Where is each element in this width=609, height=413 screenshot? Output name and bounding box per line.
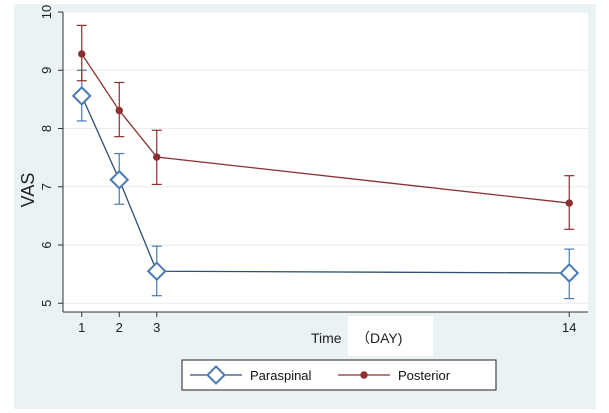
series-layer bbox=[71, 24, 580, 300]
y-ticks: 5 6 7 8 9 10 bbox=[39, 5, 63, 307]
legend-marker-paraspinal bbox=[206, 365, 226, 385]
series-line-paraspinal bbox=[81, 95, 570, 274]
data-point-paraspinal-14 bbox=[559, 263, 580, 283]
series-paraspinal bbox=[71, 69, 580, 300]
x-axis-label: Time bbox=[311, 330, 342, 346]
data-point-paraspinal-2 bbox=[109, 169, 130, 190]
plot-area bbox=[63, 12, 588, 312]
legend-entries: Paraspinal Posterior bbox=[190, 365, 451, 385]
series-posterior bbox=[76, 24, 575, 230]
x-axis-unit-box bbox=[348, 316, 433, 356]
x-tick-label-3: 3 bbox=[153, 320, 160, 335]
series-line-posterior bbox=[81, 53, 570, 204]
data-point-posterior-1 bbox=[78, 50, 86, 58]
y-tick-label-5: 5 bbox=[39, 300, 54, 307]
legend: Paraspinal Posterior bbox=[181, 359, 497, 391]
legend-marker-posterior bbox=[360, 371, 368, 379]
data-point-paraspinal-3 bbox=[146, 261, 167, 282]
data-point-posterior-14 bbox=[565, 199, 573, 207]
legend-label-posterior: Posterior bbox=[398, 368, 451, 383]
x-tick-label-14: 14 bbox=[562, 320, 576, 335]
x-ticks: 1 2 3 14 bbox=[78, 312, 576, 335]
x-axis-unit-label: （DAY) bbox=[356, 330, 402, 346]
y-tick-label-9: 9 bbox=[39, 67, 54, 74]
y-tick-label-8: 8 bbox=[39, 125, 54, 132]
data-point-paraspinal-1 bbox=[71, 85, 92, 106]
y-axis-label: VAS bbox=[18, 173, 38, 208]
y-tick-label-6: 6 bbox=[39, 241, 54, 248]
x-tick-label-2: 2 bbox=[116, 320, 123, 335]
gridlines bbox=[63, 11, 588, 304]
data-point-posterior-2 bbox=[115, 106, 123, 115]
x-tick-label-1: 1 bbox=[78, 320, 85, 335]
y-tick-label-10: 10 bbox=[39, 5, 54, 19]
legend-label-paraspinal: Paraspinal bbox=[250, 368, 312, 383]
y-tick-label-7: 7 bbox=[39, 183, 54, 190]
data-point-posterior-3 bbox=[153, 153, 161, 161]
